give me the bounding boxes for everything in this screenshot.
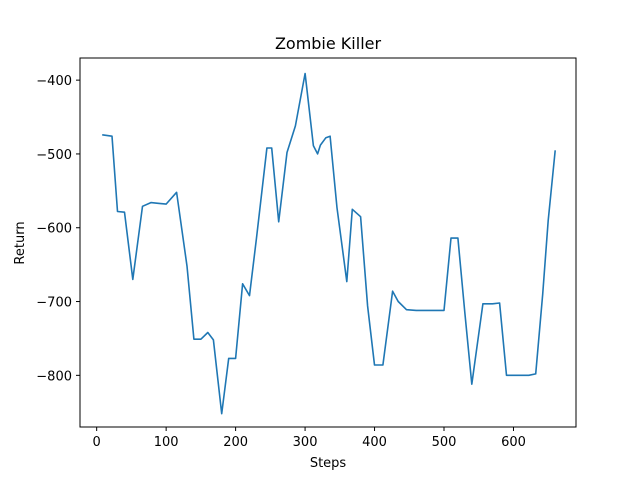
y-axis-label: Return bbox=[13, 221, 28, 264]
x-tick-label: 200 bbox=[223, 435, 248, 450]
y-tick-label: −700 bbox=[36, 296, 72, 311]
x-tick-label: 300 bbox=[293, 435, 318, 450]
x-tick-label: 500 bbox=[432, 435, 457, 450]
x-axis: 0 100 200 300 400 500 600 bbox=[93, 427, 526, 450]
y-tick-label: −800 bbox=[36, 369, 72, 384]
y-tick-label: −500 bbox=[36, 148, 72, 163]
chart-title: Zombie Killer bbox=[275, 34, 382, 53]
y-tick-label: −600 bbox=[36, 222, 72, 237]
x-tick-label: 600 bbox=[501, 435, 526, 450]
plot-frame bbox=[79, 57, 577, 428]
plot-area bbox=[102, 72, 556, 415]
y-axis: −400 −500 −600 −700 −800 bbox=[36, 74, 80, 384]
x-tick-label: 400 bbox=[362, 435, 387, 450]
x-axis-label: Steps bbox=[310, 456, 347, 471]
x-tick-label: 100 bbox=[154, 435, 179, 450]
y-tick-label: −400 bbox=[36, 74, 72, 89]
x-tick-label: 0 bbox=[93, 435, 101, 450]
series-line bbox=[102, 72, 556, 415]
